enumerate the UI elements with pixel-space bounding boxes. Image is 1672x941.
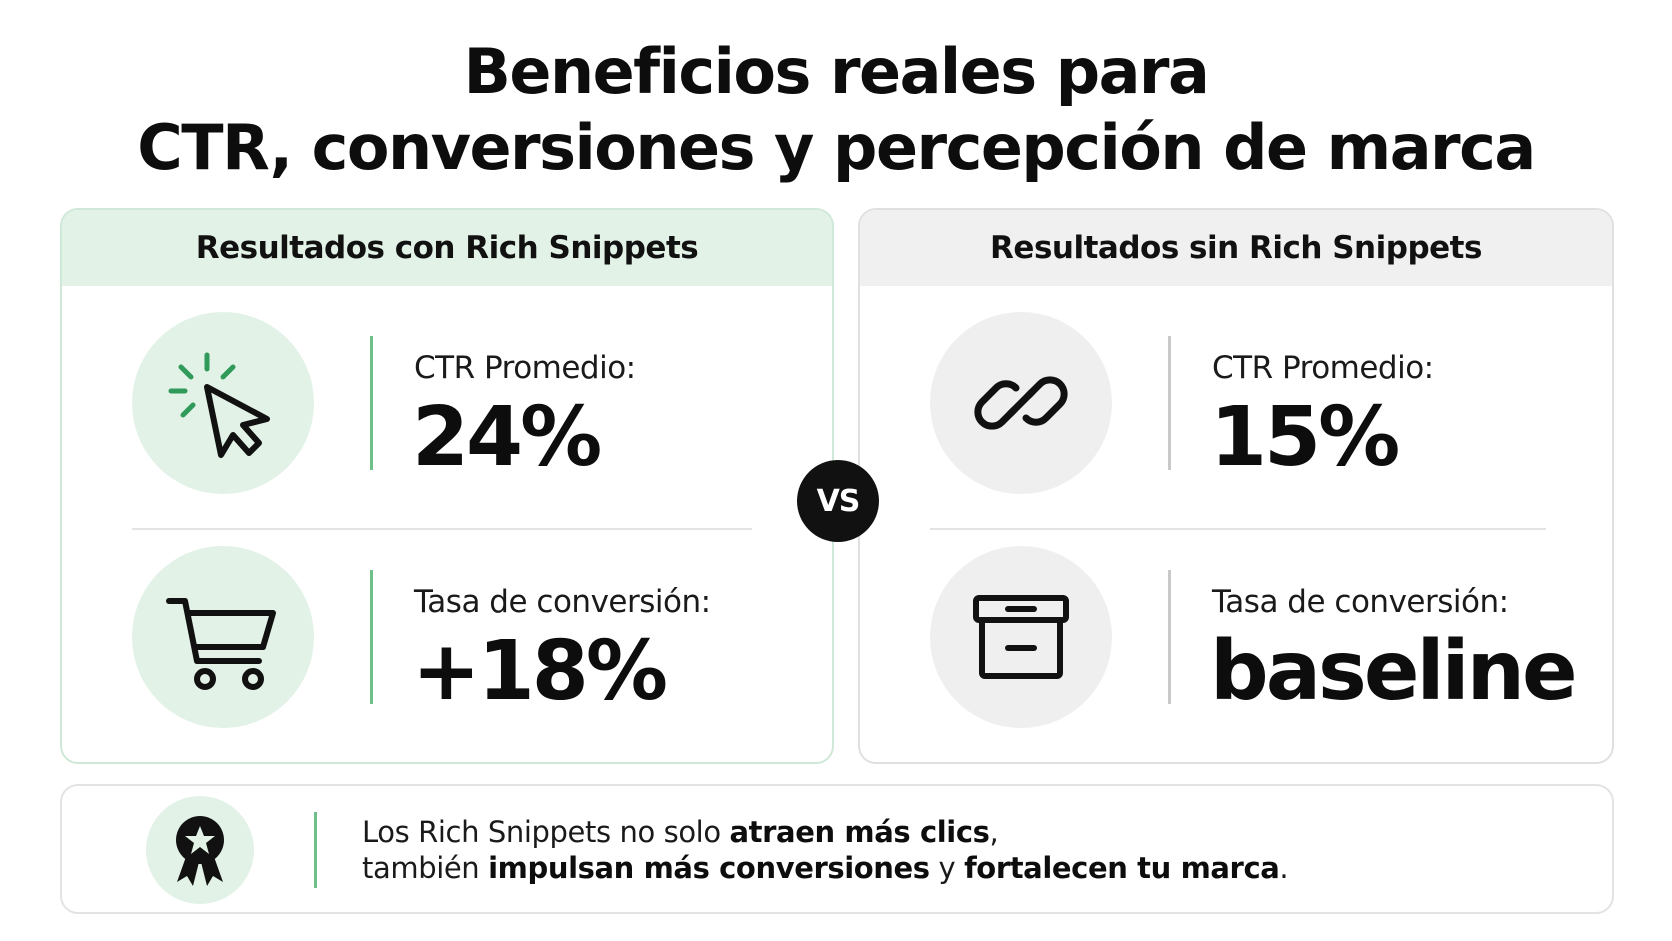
summary-line-1: Los Rich Snippets no solo atraen más cli… <box>362 814 1288 850</box>
metric-ctr-with: CTR Promedio: 24% <box>62 310 832 500</box>
summary-footer: Los Rich Snippets no solo atraen más cli… <box>60 784 1614 914</box>
metric-ctr-without: CTR Promedio: 15% <box>860 310 1612 500</box>
title-line-2: CTR, conversiones y percepción de marca <box>137 111 1536 184</box>
page-title: Beneficios reales para CTR, conversiones… <box>0 34 1672 186</box>
vs-badge: VS <box>797 460 879 542</box>
metric-divider <box>370 570 373 704</box>
summary-text-part: también <box>362 851 489 885</box>
panel-without-rich-snippets: Resultados sin Rich Snippets CTR Promedi… <box>858 208 1614 764</box>
summary-highlight: impulsan más conversiones <box>488 851 930 885</box>
panel-with-rich-snippets: Resultados con Rich Snippets CTR Promedi… <box>60 208 834 764</box>
conversion-value: +18% <box>412 624 668 719</box>
metric-divider <box>1168 570 1171 704</box>
summary-text-part: Los Rich Snippets no solo <box>362 815 730 849</box>
conversion-label: Tasa de conversión: <box>414 584 711 620</box>
summary-highlight: atraen más clics <box>729 815 990 849</box>
panel-header-with: Resultados con Rich Snippets <box>62 210 832 286</box>
footer-divider <box>314 812 317 888</box>
archive-box-icon <box>930 546 1112 728</box>
shopping-cart-icon <box>132 546 314 728</box>
ctr-value: 24% <box>412 390 602 485</box>
summary-highlight: fortalecen tu marca <box>964 851 1280 885</box>
metric-divider <box>370 336 373 470</box>
conversion-value: baseline <box>1210 624 1578 719</box>
cursor-click-icon <box>132 312 314 494</box>
award-ribbon-icon <box>146 796 254 904</box>
conversion-label: Tasa de conversión: <box>1212 584 1509 620</box>
ctr-label: CTR Promedio: <box>414 350 636 386</box>
summary-text-part: y <box>929 851 965 885</box>
metric-conversion-with: Tasa de conversión: +18% <box>62 544 832 734</box>
row-divider <box>930 528 1546 530</box>
row-divider <box>132 528 752 530</box>
summary-text-part: , <box>989 815 999 849</box>
summary-text: Los Rich Snippets no solo atraen más cli… <box>362 814 1289 886</box>
ctr-value: 15% <box>1210 390 1400 485</box>
metric-divider <box>1168 336 1171 470</box>
ctr-label: CTR Promedio: <box>1212 350 1434 386</box>
link-icon <box>930 312 1112 494</box>
summary-line-2: también impulsan más conversiones y fort… <box>362 850 1289 886</box>
metric-conversion-without: Tasa de conversión: baseline <box>860 544 1612 734</box>
title-line-1: Beneficios reales para <box>463 35 1210 108</box>
summary-text-part: . <box>1279 851 1289 885</box>
panel-header-without: Resultados sin Rich Snippets <box>860 210 1612 286</box>
